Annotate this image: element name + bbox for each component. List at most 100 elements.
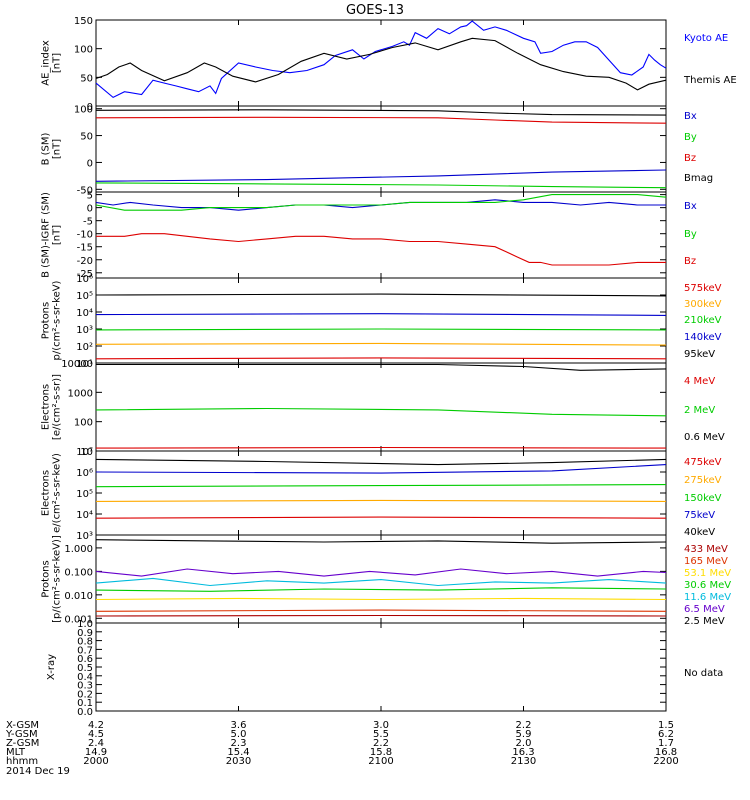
legend-label: 30.6 MeV [684,580,731,591]
footer-cell: 2.4 [88,738,104,749]
legend-label: By [684,229,697,240]
y-tick-label: 0.2 [77,689,93,700]
series-line-30.6-mev [95,587,667,592]
y-tick-label: 0 [87,158,93,169]
y-tick-label: 0.7 [77,645,93,656]
footer-date: 2014 Dec 19 [6,766,70,777]
y-tick-label: 10⁴ [76,510,93,521]
y-tick-label: 10⁶ [76,274,93,285]
y-tick-label: 0.5 [77,663,93,674]
y-tick-label: 10⁴ [76,308,93,319]
y-axis-label-line: p/(cm²-s-sr-keV) [52,280,63,360]
legend-label: 53.1 MeV [684,568,731,579]
footer-cell: 1.7 [658,738,674,749]
y-axis-label-line: Electrons [41,384,52,430]
legend-label: 11.6 MeV [684,592,731,603]
footer-row-label: hhmm [6,756,38,767]
footer-cell: 2.2 [373,738,389,749]
legend-label: 165 MeV [684,556,728,567]
y-axis-label: AE_index [nT] [41,40,63,86]
y-tick-label: 0 [87,102,93,113]
footer-cell: 4.5 [88,729,104,740]
y-axis-label-line: e/(cm²-s-sr-keV) [52,453,63,533]
y-tick-label: 0.1 [77,698,93,709]
y-tick-label: 10⁶ [76,468,93,479]
y-tick-label: 10 [80,447,93,458]
legend-label: Bz [684,256,696,267]
legend-label: Bx [684,201,697,212]
y-axis-label-line: B (SM) [41,132,52,165]
legend-label: Bz [684,153,696,164]
series-line-575kev [95,357,667,360]
y-axis-label-line: Protons [41,560,52,597]
panel-electrons_kev: 10³ 10⁴ 10⁵ 10⁶ 10⁷ Electrons e/(cm²-s-sr-keV)… [41,447,722,542]
legend-label: 2.5 MeV [684,616,725,627]
y-tick-label: 0.100 [64,567,93,578]
y-axis-label-line: [nT] [52,139,63,159]
legend-label: 275keV [684,475,722,486]
series-line-bx [95,199,666,211]
legend-label: 6.5 MeV [684,604,725,615]
footer-cell: 5.9 [516,729,532,740]
y-tick-label: 50 [80,132,93,143]
y-tick-label: -15 [77,243,93,254]
y-tick-label: 5 [87,191,93,202]
y-tick-label: 100 [74,45,93,56]
series-line-40kev [95,458,667,466]
legend-label: 2 MeV [684,405,715,416]
legend-label: 140keV [684,332,722,343]
footer-row-label: MLT [6,747,26,758]
footer-table: X-GSM 4.2 3.6 3.0 2.2 1.5 Y-GSM 4.5 5.0 5.5 5.9 6.2… [5,720,679,777]
no-data-note: No data [684,668,723,679]
series-line-bz [96,233,666,266]
panel-ae: 0 50 100 150 AE_index [nT] Kyoto AE Themis AE [41,16,737,113]
y-axis-label: X-ray [46,654,57,680]
series-line-6.5-mev [95,568,667,577]
y-tick-label: 50 [80,73,93,84]
y-tick-label: 1.000 [64,544,93,555]
legend-label: 575keV [684,283,722,294]
footer-cell: 2130 [511,756,536,767]
y-tick-label: -25 [77,269,93,280]
footer-cell: 2000 [83,756,108,767]
panel-frame [95,277,667,364]
footer-cell: 4.2 [88,720,104,731]
legend-label: 40keV [684,527,715,538]
y-axis-label-line: Electrons [41,470,52,516]
series-line-0.6-mev [96,363,667,371]
footer-row-label: Z-GSM [6,738,39,749]
y-tick-label: 100 [74,418,93,429]
series-line-150kev [95,484,667,488]
footer-row-label: X-GSM [6,720,39,731]
series-line-bx [95,169,667,182]
panel-protons_low: 10¹ 10² 10³ 10⁴ 10⁵ 10⁶ Protons p/(cm²-s-sr-keV… [41,274,722,370]
y-tick-label: 150 [74,16,93,27]
panel-frame [95,19,667,107]
footer-cell: 2.2 [516,720,532,731]
series-line-kyoto-ae [95,20,667,99]
panel-electrons_mev: 10 100 1000 10000 Electrons [e/(cm²-s-sr)] 4 M… [41,359,725,458]
footer-row-label: Y-GSM [5,729,38,740]
legend-label: 75keV [684,510,715,521]
y-axis-label-line: [p/(cm²-s-sr-keV)] [52,535,63,623]
footer-cell: 15.4 [227,747,249,758]
y-tick-label: -20 [77,256,93,267]
y-tick-label: 1000 [68,388,93,399]
series-line-475kev [95,516,667,519]
panel-frame [95,622,667,712]
footer-cell: 2030 [226,756,251,767]
y-tick-label: 0.010 [64,591,93,602]
panel-bigrf: 5 0 -5 -10 -15 -20 -25 B (SM)-IGRF (SM) [nT] Bx By… [41,191,697,280]
y-axis-label-line: [e/(cm²-s-sr)] [52,374,63,440]
y-tick-label: 0 [87,204,93,215]
y-tick-label: 0.9 [77,628,93,639]
legend-label: By [684,132,697,143]
series-line-bz [95,116,667,124]
series-line-165-mev [95,609,667,612]
series-line-themis-ae [95,37,667,91]
y-tick-label: 10³ [76,325,93,336]
footer-cell: 14.9 [85,747,107,758]
series-line-2-mev [95,407,667,417]
y-axis-label: Protons [p/(cm²-s-sr-keV)] [41,535,63,623]
